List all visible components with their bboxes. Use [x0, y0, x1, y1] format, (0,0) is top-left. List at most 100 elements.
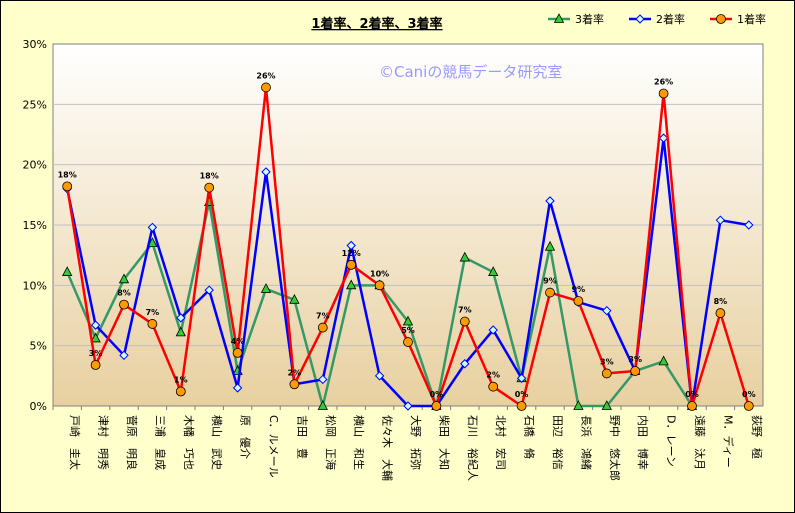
data-point [488, 381, 499, 392]
data-point [260, 283, 272, 293]
x-tick-label: 長浜 鴻緒 [579, 415, 593, 470]
legend-item: 3着率 [548, 12, 604, 26]
data-point [516, 401, 527, 411]
data-label: 5% [401, 326, 415, 335]
y-tick-label: 30% [23, 38, 47, 51]
x-tick-label: 横山 武史 [210, 415, 224, 470]
data-point [459, 316, 470, 327]
data-point [545, 196, 555, 206]
data-label: 10% [370, 269, 389, 278]
x-tick-label: 三浦 皇成 [153, 415, 167, 470]
data-point [488, 325, 498, 335]
data-point [715, 308, 726, 318]
y-tick-label: 0% [30, 400, 47, 413]
data-point [630, 366, 641, 376]
data-point [658, 88, 669, 99]
data-label: 3% [89, 349, 103, 358]
data-point [516, 373, 527, 383]
y-tick-label: 10% [23, 279, 47, 292]
legend-marker [635, 14, 645, 24]
data-point [232, 348, 243, 358]
legend-marker [716, 14, 726, 24]
x-tick-label: 遠藤 汰月 [693, 415, 707, 470]
chart-title: 1着率、2着率、3着率 [311, 16, 442, 32]
legend-item: 2着率 [629, 12, 685, 26]
data-point [460, 359, 470, 369]
data-label: 9% [543, 277, 557, 286]
data-label: 7% [316, 312, 330, 321]
x-tick-label: 原 優介 [239, 415, 252, 459]
data-point [175, 326, 186, 337]
data-point [403, 337, 413, 347]
x-tick-label: D．レーン [665, 415, 678, 467]
data-point [374, 280, 385, 291]
data-point [488, 266, 499, 276]
y-tick-label: 15% [23, 219, 47, 232]
data-label: 0% [742, 390, 756, 399]
data-label: 0% [685, 390, 699, 399]
y-axis: 0% 5% 10% 15% 20% 25% 30% [23, 38, 47, 413]
x-tick-label: 菅原 明良 [125, 415, 139, 470]
data-point [317, 322, 328, 333]
x-axis: 戸崎 圭太 津村 明秀 菅原 明良 三浦 皇成 木幡 巧也 横山 武史 原 優介 C．ルメール… [52, 406, 764, 481]
data-point [261, 82, 271, 93]
data-point [118, 273, 130, 284]
data-point [317, 400, 328, 410]
data-point [658, 133, 669, 143]
x-tick-label: 大野 拓弥 [409, 415, 423, 470]
watermark: ©Caniの競馬データ研究室 [379, 63, 562, 81]
data-label: 2% [486, 371, 500, 380]
data-label: 12% [342, 249, 361, 258]
x-tick-label: 北村 宏司 [494, 415, 508, 470]
data-point [90, 332, 101, 343]
data-label: 26% [256, 71, 275, 80]
data-point [687, 401, 697, 411]
data-point [90, 360, 101, 370]
data-point [175, 386, 186, 397]
y-tick-label: 20% [23, 159, 47, 172]
data-point [601, 368, 612, 379]
x-tick-label: M．ディー [721, 415, 735, 468]
data-label: 7% [458, 306, 472, 315]
y-tick-label: 5% [30, 340, 47, 353]
data-point [119, 299, 129, 310]
x-tick-label: 吉田 豊 [295, 415, 308, 459]
data-point [204, 182, 215, 193]
x-tick-label: 松岡 正海 [324, 415, 338, 470]
data-point [459, 251, 470, 262]
data-point [573, 296, 584, 306]
legend-label: 1着率 [737, 12, 766, 26]
data-point [62, 181, 73, 192]
data-label: 18% [200, 172, 219, 181]
data-point [176, 313, 186, 323]
y-tick-label: 25% [23, 98, 47, 111]
data-point [545, 287, 555, 298]
data-label: 9% [572, 285, 586, 294]
data-point [715, 215, 726, 225]
data-point [374, 371, 385, 381]
data-point [602, 305, 612, 316]
data-point [204, 285, 214, 295]
data-point [147, 319, 158, 329]
series-3 [62, 82, 754, 411]
legend-item: 1着率 [710, 12, 766, 26]
data-label: 26% [654, 77, 673, 86]
data-label: 0% [515, 390, 529, 399]
x-tick-label: 横山 和生 [352, 415, 366, 470]
x-tick-label: 佐々木 大輔 [381, 415, 395, 481]
x-tick-label: 石川 裕紀人 [466, 415, 479, 481]
x-tick-label: 野中 悠太郎 [608, 415, 622, 481]
data-label: 3% [600, 357, 614, 366]
x-tick-label: 石橋 脩 [523, 415, 537, 459]
x-tick-label: 津村 明秀 [97, 415, 111, 470]
data-label: 8% [117, 289, 131, 298]
data-point [318, 374, 328, 385]
data-point [232, 383, 243, 393]
data-point [544, 240, 556, 251]
data-point [744, 220, 754, 230]
data-label: 3% [628, 355, 642, 364]
data-label: 7% [146, 308, 160, 317]
x-tick-label: 柴田 大知 [437, 415, 451, 470]
data-label: 2% [288, 368, 302, 377]
